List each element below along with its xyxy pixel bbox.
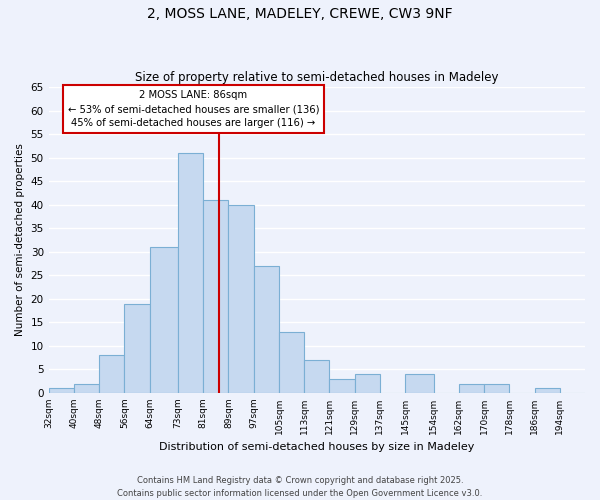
Bar [304, 360, 329, 393]
X-axis label: Distribution of semi-detached houses by size in Madeley: Distribution of semi-detached houses by … [159, 442, 475, 452]
Bar [329, 379, 355, 393]
Text: 2 MOSS LANE: 86sqm
← 53% of semi-detached houses are smaller (136)
45% of semi-d: 2 MOSS LANE: 86sqm ← 53% of semi-detache… [68, 90, 319, 128]
Text: 2, MOSS LANE, MADELEY, CREWE, CW3 9NF: 2, MOSS LANE, MADELEY, CREWE, CW3 9NF [147, 8, 453, 22]
Bar [405, 374, 434, 393]
Text: Contains HM Land Registry data © Crown copyright and database right 2025.
Contai: Contains HM Land Registry data © Crown c… [118, 476, 482, 498]
Bar [124, 304, 149, 393]
Bar [535, 388, 560, 393]
Bar [355, 374, 380, 393]
Bar [484, 384, 509, 393]
Bar [74, 384, 99, 393]
Bar [178, 153, 203, 393]
Bar [49, 388, 74, 393]
Bar [279, 332, 304, 393]
Bar [459, 384, 484, 393]
Y-axis label: Number of semi-detached properties: Number of semi-detached properties [15, 144, 25, 336]
Bar [99, 356, 124, 393]
Bar [254, 266, 279, 393]
Bar [229, 204, 254, 393]
Bar [203, 200, 229, 393]
Title: Size of property relative to semi-detached houses in Madeley: Size of property relative to semi-detach… [135, 72, 499, 85]
Bar [149, 247, 178, 393]
